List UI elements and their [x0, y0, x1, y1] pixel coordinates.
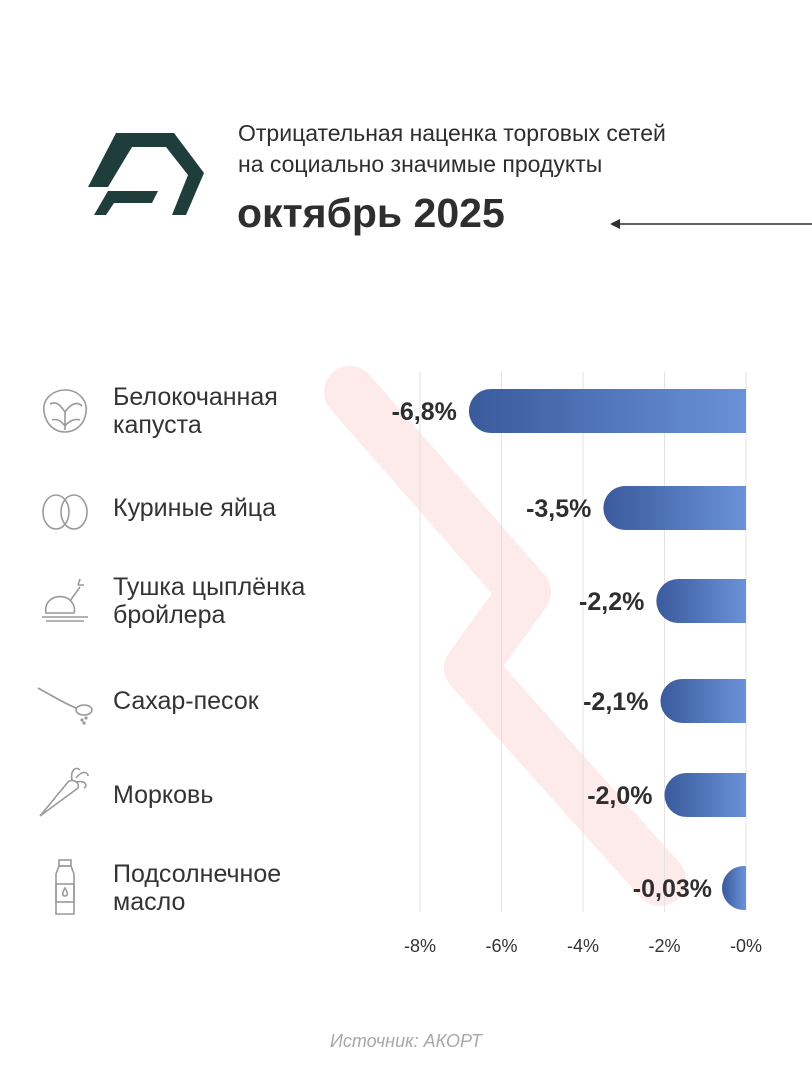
category-label-line: масло [113, 888, 186, 916]
subtitle-line-2: на социально значимые продукты [238, 151, 603, 177]
x-tick-label: -6% [485, 936, 517, 956]
background-down-arrow [324, 366, 686, 906]
category-label-line: капуста [113, 411, 202, 439]
eggs-icon [42, 494, 88, 530]
category-label-line: Куриные яйца [113, 494, 277, 522]
data-label: -3,5% [526, 495, 591, 523]
x-tick-label: -0% [730, 936, 762, 956]
category-label: Куриные яйца [113, 494, 276, 522]
bar [660, 679, 746, 723]
category-label: Белокочанная капуста [113, 383, 278, 439]
sugar-spoon-icon [37, 687, 93, 725]
source-note: Источник: АКОРТ [329, 1031, 482, 1051]
data-label: -6,8% [392, 398, 457, 426]
data-label: -2,1% [583, 688, 648, 716]
category-label: Морковь [113, 781, 213, 809]
category-label-line: Тушка цыплёнка [113, 573, 306, 601]
chicken-icon [42, 578, 88, 622]
arrow-left-icon [610, 219, 812, 229]
category-label-line: бройлера [113, 601, 226, 629]
data-label: -2,2% [579, 588, 644, 616]
logo-shape [88, 133, 204, 215]
subtitle-line-1: Отрицательная наценка торговых сетей [238, 120, 666, 146]
bar [603, 486, 746, 530]
bar [664, 773, 746, 817]
logo-shape-lower [94, 191, 158, 215]
carrot-icon [39, 767, 89, 817]
category-label-line: Морковь [113, 781, 214, 809]
bar [468, 389, 746, 433]
logo-icon [88, 133, 204, 215]
category-label-line: Подсолнечное [113, 860, 282, 888]
x-tick-label: -4% [567, 936, 599, 956]
data-label: -2,0% [587, 782, 652, 810]
oil-bottle-icon [55, 859, 75, 915]
data-label: -0,03% [633, 875, 712, 903]
category-label: Сахар-песок [113, 687, 259, 715]
category-label-line: Белокочанная [113, 383, 278, 411]
cabbage-icon [43, 389, 88, 433]
category-label: Подсолнечное масло [113, 860, 281, 916]
bar [656, 579, 746, 623]
x-tick-label: -8% [404, 936, 436, 956]
category-label-line: Сахар-песок [113, 687, 259, 715]
bar [722, 866, 746, 910]
x-tick-label: -2% [648, 936, 680, 956]
period-title: октябрь 2025 [237, 190, 505, 236]
chart-subtitle: Отрицательная наценка торговых сетей на … [238, 118, 666, 180]
category-label: Тушка цыплёнка бройлера [113, 573, 305, 629]
